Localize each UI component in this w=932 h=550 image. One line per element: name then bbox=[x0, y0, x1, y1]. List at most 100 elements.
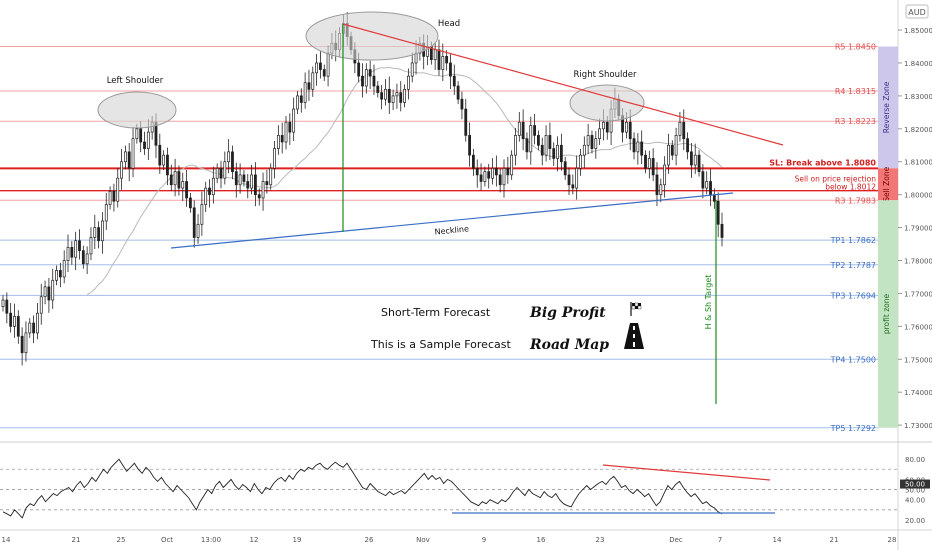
candle-body-bull bbox=[582, 144, 586, 156]
level-label-10: TP5 1.7292 bbox=[830, 424, 876, 433]
candle-body-bear bbox=[234, 171, 238, 186]
price-tick-label: 1.84000 bbox=[904, 60, 932, 68]
price-tick-label: 1.73000 bbox=[904, 422, 932, 430]
candle-body-bear bbox=[322, 69, 326, 77]
candle-body-bear bbox=[299, 95, 303, 103]
candle-body-bear bbox=[712, 194, 716, 202]
candle-body-bear bbox=[112, 191, 116, 202]
candle-body-bull bbox=[13, 316, 16, 327]
candle-body-bear bbox=[540, 144, 544, 156]
neckline-label: Neckline bbox=[434, 224, 469, 236]
time-tick-label: Dec bbox=[669, 536, 683, 544]
candle-body-bull bbox=[238, 174, 242, 186]
time-tick-label: 9 bbox=[482, 536, 486, 544]
candle-body-bear bbox=[445, 56, 449, 64]
candle-body-bull bbox=[395, 92, 399, 97]
candle-body-bear bbox=[399, 92, 403, 103]
candle-body-bull bbox=[62, 260, 66, 278]
candle-body-bear bbox=[475, 167, 479, 176]
level-label-7: TP2 1.7787 bbox=[830, 261, 876, 270]
forecast-block: Short-Term Forecast This is a Sample For… bbox=[370, 302, 644, 353]
candle-body-bull bbox=[273, 148, 276, 169]
candle-body-bull bbox=[659, 184, 663, 196]
candle-body-bull bbox=[514, 135, 517, 156]
candle-body-bear bbox=[158, 144, 162, 166]
candle-body-bear bbox=[380, 92, 384, 100]
zone-label-2: profit zone bbox=[882, 294, 891, 335]
candle-body-bull bbox=[529, 125, 533, 153]
time-tick-label: 28 bbox=[888, 536, 897, 544]
candle-body-bull bbox=[315, 62, 319, 74]
time-tick-label: 21 bbox=[72, 536, 81, 544]
price-axis: 1.85000 1.84000 1.83000 1.82000 1.81000 1.800… bbox=[898, 27, 932, 430]
candle-body-bull bbox=[123, 151, 127, 163]
candle-body-bear bbox=[361, 75, 364, 87]
candle-body-bull bbox=[705, 181, 709, 189]
candle-body-bear bbox=[192, 207, 196, 238]
candle-body-bear bbox=[452, 75, 456, 87]
candle-body-bear bbox=[521, 121, 525, 140]
time-tick-label: 16 bbox=[537, 536, 546, 544]
candle-body-bear bbox=[437, 49, 441, 70]
candle-body-bull bbox=[261, 181, 265, 199]
zone-band-0 bbox=[878, 46, 898, 169]
candle-body-bear bbox=[16, 316, 20, 337]
candle-body-bear bbox=[47, 286, 51, 301]
right-shoulder-label: Right Shoulder bbox=[574, 70, 637, 80]
candle-body-bull bbox=[693, 154, 697, 166]
level-label-1: R4 1.8315 bbox=[835, 87, 876, 96]
candle-body-bear bbox=[5, 299, 9, 314]
price-tick-label: 1.75000 bbox=[904, 356, 932, 364]
candle-body-bear bbox=[127, 151, 131, 169]
candle-body-bear bbox=[81, 250, 85, 265]
candles-layer bbox=[1, 11, 724, 366]
candle-body-bear bbox=[449, 62, 452, 77]
candle-body-bull bbox=[391, 95, 395, 103]
candle-body-bear bbox=[9, 312, 13, 327]
level-label-0: R5 1.8450 bbox=[835, 43, 876, 52]
candle-body-bull bbox=[406, 75, 410, 90]
candle-body-bear bbox=[246, 181, 250, 189]
currency-badge: AUD bbox=[905, 4, 929, 19]
candle-body-bull bbox=[215, 167, 219, 179]
candle-body-bear bbox=[552, 148, 556, 159]
candle-body-bull bbox=[678, 121, 682, 136]
candle-body-bear bbox=[280, 135, 284, 143]
levels-layer: R5 1.8450 R4 1.8315 R3 1.8223 SL: Break abo… bbox=[0, 43, 878, 433]
candle-body-bull bbox=[250, 174, 253, 189]
rsi-line bbox=[2, 458, 723, 519]
candle-body-bear bbox=[319, 62, 322, 70]
rsi-resistance-line bbox=[602, 464, 771, 481]
candle-body-bull bbox=[579, 154, 582, 169]
candle-body-bear bbox=[464, 108, 468, 136]
candle-body-bear bbox=[257, 194, 261, 199]
candle-body-bull bbox=[51, 279, 55, 301]
candle-body-bull bbox=[292, 108, 296, 133]
candle-body-bear bbox=[169, 174, 173, 186]
candle-body-bull bbox=[384, 88, 387, 100]
candle-body-bear bbox=[288, 121, 292, 133]
rsi-tick-label: 50.00 bbox=[905, 487, 925, 495]
time-tick-label: 14 bbox=[773, 536, 782, 544]
level-label-4-line-0: Sell on price rejection bbox=[795, 175, 877, 184]
level-label-8: TP3 1.7694 bbox=[830, 291, 876, 300]
time-tick-label: 21 bbox=[830, 536, 839, 544]
price-tick-label: 1.78000 bbox=[904, 258, 932, 266]
candle-body-bull bbox=[510, 154, 514, 176]
candle-body-bear bbox=[628, 121, 632, 140]
candle-body-bear bbox=[640, 141, 644, 156]
time-tick-label: 14 bbox=[2, 536, 11, 544]
candle-body-bear bbox=[506, 167, 510, 176]
candle-body-bear bbox=[670, 144, 674, 156]
level-label-4-line-1: below 1.8012 bbox=[825, 183, 876, 192]
candle-body-bull bbox=[131, 138, 135, 169]
candle-body-bull bbox=[55, 270, 58, 281]
candle-body-bear bbox=[97, 227, 101, 242]
candle-body-bull bbox=[66, 246, 70, 261]
currency-label: AUD bbox=[908, 8, 926, 17]
candle-body-bull bbox=[326, 52, 330, 77]
candle-body-bull bbox=[303, 82, 307, 103]
left-shoulder-ellipse bbox=[97, 91, 177, 129]
candle-body-bear bbox=[525, 138, 529, 153]
candle-body-bear bbox=[208, 187, 211, 196]
